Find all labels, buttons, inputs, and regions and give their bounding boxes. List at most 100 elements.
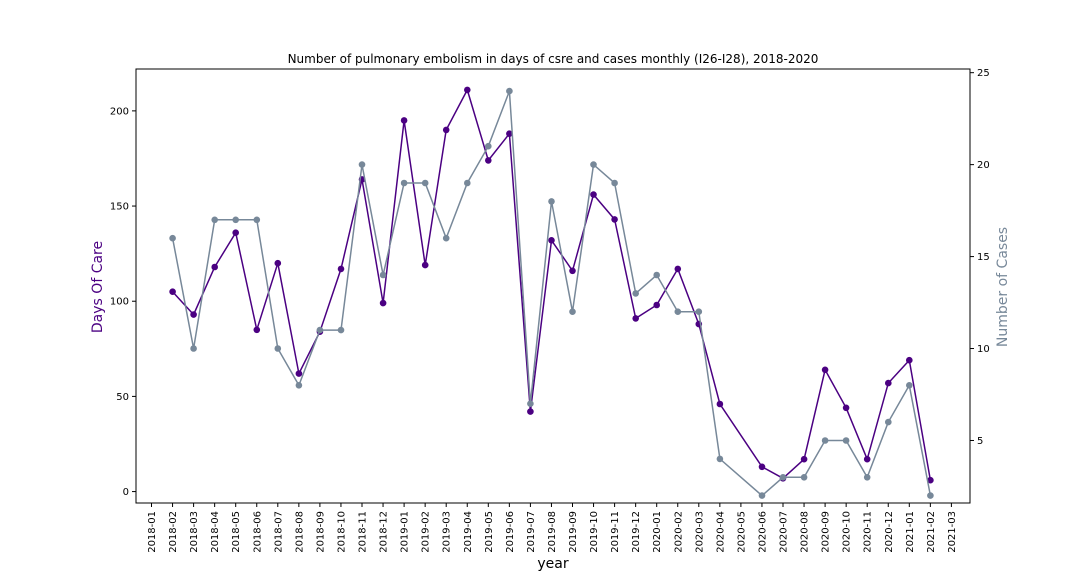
cases-point bbox=[590, 161, 597, 168]
x-tick-label: 2020-08 bbox=[800, 511, 811, 553]
x-tick-label: 2021-03 bbox=[947, 511, 958, 553]
cases-point bbox=[274, 345, 282, 352]
cases-point bbox=[842, 437, 850, 444]
cases-point bbox=[295, 382, 303, 389]
days-of-care-point bbox=[295, 370, 303, 377]
cases-point bbox=[779, 474, 787, 481]
days-of-care-point bbox=[863, 455, 871, 463]
cases-point bbox=[379, 271, 387, 279]
y-left-tick-label: 0 bbox=[123, 487, 129, 498]
cases-point bbox=[863, 474, 871, 481]
days-of-care-point bbox=[548, 237, 555, 244]
y-left-tick-label: 50 bbox=[116, 392, 129, 403]
x-tick-label: 2018-06 bbox=[252, 511, 263, 553]
x-tick-label: 2018-11 bbox=[358, 511, 369, 553]
days-of-care-point bbox=[232, 229, 239, 236]
chart-title: Number of pulmonary embolism in days of … bbox=[288, 52, 819, 66]
days-of-care-point bbox=[400, 117, 408, 124]
x-tick-label: 2020-01 bbox=[652, 511, 663, 553]
x-tick-label: 2018-08 bbox=[294, 511, 305, 553]
x-tick-label: 2019-07 bbox=[526, 511, 537, 553]
x-tick-label: 2018-10 bbox=[336, 511, 347, 553]
x-tick-label: 2021-01 bbox=[905, 511, 916, 553]
x-tick-label: 2019-05 bbox=[484, 511, 495, 553]
days-of-care-series-line bbox=[172, 87, 932, 481]
x-tick-label: 2018-07 bbox=[273, 511, 284, 553]
x-tick-label: 2019-01 bbox=[400, 511, 411, 553]
days-of-care-point bbox=[527, 408, 534, 415]
cases-point bbox=[316, 326, 324, 334]
cases-series-line bbox=[171, 90, 932, 497]
x-tick-label: 2020-03 bbox=[694, 511, 705, 553]
y-right-tick-label: 20 bbox=[977, 160, 990, 171]
x-tick-label: 2020-09 bbox=[821, 511, 832, 553]
x-tick-label: 2019-04 bbox=[463, 511, 474, 553]
x-tick-label: 2018-03 bbox=[189, 511, 200, 553]
cases-point bbox=[695, 308, 703, 316]
days-of-care-point bbox=[506, 130, 513, 137]
cases-point bbox=[464, 179, 471, 187]
cases-point bbox=[253, 216, 261, 224]
cases-point bbox=[442, 234, 450, 242]
x-tick-label: 2018-12 bbox=[379, 511, 390, 553]
days-of-care-point bbox=[716, 400, 724, 408]
days-of-care-point bbox=[674, 265, 682, 273]
x-tick-label: 2020-12 bbox=[884, 511, 895, 553]
days-of-care-point bbox=[842, 404, 850, 412]
days-of-care-point bbox=[421, 261, 429, 269]
cases-point bbox=[611, 179, 618, 187]
days-of-care-point bbox=[190, 311, 197, 318]
days-of-care-point bbox=[485, 157, 492, 164]
y-right-tick-label: 25 bbox=[977, 68, 990, 79]
days-of-care-point bbox=[821, 366, 829, 374]
x-tick-label: 2019-08 bbox=[547, 511, 558, 553]
cases-point bbox=[885, 418, 892, 426]
cases-point bbox=[821, 437, 829, 444]
days-of-care-point bbox=[800, 455, 808, 463]
days-of-care-point bbox=[442, 126, 450, 134]
cases-point bbox=[337, 326, 345, 334]
cases-point bbox=[674, 308, 682, 316]
cases-point bbox=[527, 400, 534, 408]
x-tick-label: 2020-10 bbox=[842, 511, 853, 553]
days-of-care-point bbox=[569, 267, 576, 275]
days-of-care-point bbox=[611, 216, 618, 223]
x-tick-label: 2018-09 bbox=[315, 511, 326, 553]
cases-point bbox=[169, 234, 176, 242]
cases-point bbox=[190, 345, 197, 352]
days-of-care-point bbox=[379, 299, 387, 307]
days-of-care-point bbox=[590, 191, 597, 198]
cases-point bbox=[653, 271, 660, 279]
x-tick-label: 2019-03 bbox=[442, 511, 453, 553]
x-tick-label: 2020-11 bbox=[863, 511, 874, 553]
cases-point bbox=[400, 179, 408, 187]
y-left-tick-label: 100 bbox=[110, 297, 129, 308]
cases-point bbox=[632, 290, 639, 297]
days-of-care-point bbox=[758, 463, 766, 471]
cases-point bbox=[506, 87, 513, 95]
cases-point bbox=[485, 142, 492, 150]
x-tick-label: 2019-10 bbox=[589, 511, 600, 553]
y-right-tick-label: 10 bbox=[977, 344, 990, 355]
cases-point bbox=[927, 492, 934, 499]
series-layer bbox=[169, 86, 934, 499]
x-tick-label: 2018-04 bbox=[210, 511, 221, 553]
days-of-care-point bbox=[653, 301, 660, 309]
days-of-care-point bbox=[464, 86, 471, 94]
days-of-care-point bbox=[274, 259, 282, 267]
x-tick-label: 2019-06 bbox=[505, 511, 516, 553]
x-tick-label: 2018-02 bbox=[168, 511, 179, 553]
x-tick-label: 2018-01 bbox=[147, 511, 158, 553]
x-axis-label: year bbox=[537, 556, 568, 572]
x-tick-label: 2019-09 bbox=[568, 511, 579, 553]
y-axis-right-label: Number of Cases bbox=[995, 227, 1011, 347]
days-of-care-point bbox=[885, 379, 892, 387]
cases-point bbox=[211, 216, 218, 224]
cases-point bbox=[421, 179, 429, 187]
cases-point bbox=[569, 308, 576, 316]
days-of-care-point bbox=[337, 265, 345, 273]
cases-point bbox=[548, 198, 555, 205]
x-tick-label: 2020-05 bbox=[736, 511, 747, 553]
x-tick-label: 2021-02 bbox=[926, 511, 937, 553]
x-tick-label: 2020-07 bbox=[779, 511, 790, 553]
